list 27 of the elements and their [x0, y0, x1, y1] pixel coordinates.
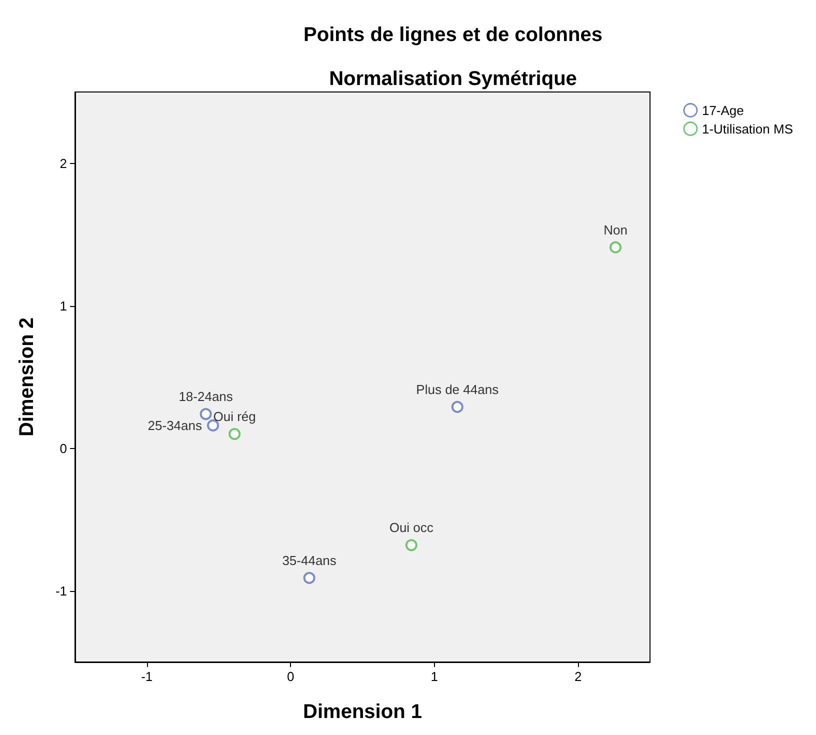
chart-title: Points de lignes et de colonnes: [304, 24, 602, 46]
data-label: 25-34ans: [148, 418, 202, 433]
data-label: Oui rég: [213, 409, 256, 424]
point: [405, 539, 418, 552]
chart-subtitle: Normalisation Symétrique: [329, 68, 577, 90]
x-tick-label: 1: [430, 669, 438, 684]
data-label: Non: [604, 222, 628, 238]
data-label: 18-24ans: [178, 389, 234, 404]
y-axis-title: Dimension 2: [16, 318, 38, 436]
data-label: Oui occ: [389, 520, 434, 536]
x-tick-label: 0: [287, 669, 294, 684]
data-label: Plus de 44ans: [416, 382, 500, 397]
point: [610, 241, 622, 254]
point: [451, 400, 464, 413]
point: [303, 572, 316, 584]
y-tick-label: 1: [60, 298, 67, 314]
x-tick-label: -1: [141, 669, 153, 684]
point: [228, 428, 241, 440]
y-tick-label: -1: [55, 583, 67, 598]
y-tick-label: 0: [60, 440, 67, 456]
point: [200, 408, 212, 420]
x-tick-label: 2: [574, 669, 582, 684]
y-tick-label: 2: [60, 156, 67, 171]
legend-label: 17-Age: [702, 102, 744, 118]
legend-label: 1-Utilisation MS: [702, 121, 794, 136]
data-label: 35-44ans: [282, 552, 337, 568]
x-axis-title: Dimension 1: [303, 701, 422, 723]
